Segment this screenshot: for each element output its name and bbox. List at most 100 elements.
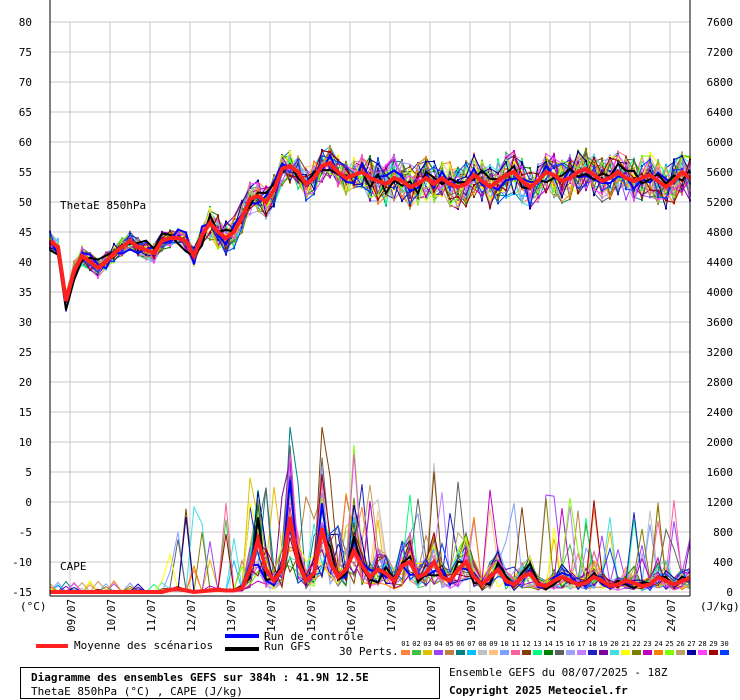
perturbation-thetae-point bbox=[457, 198, 459, 201]
perturbation-thetae-point bbox=[313, 188, 315, 191]
perturbation-thetae-point bbox=[649, 186, 651, 189]
perturbation-thetae-point bbox=[241, 208, 243, 211]
perturbation-thetae-point bbox=[553, 190, 555, 193]
perturbation-thetae-point bbox=[169, 243, 171, 246]
perturbation-thetae-point bbox=[593, 186, 595, 189]
perturbation-thetae-point bbox=[225, 220, 227, 223]
perturbation-thetae-point bbox=[249, 195, 251, 197]
perturbation-thetae-point bbox=[593, 169, 595, 172]
perturbation-thetae-point bbox=[81, 262, 83, 265]
perturbation-thetae-point bbox=[545, 168, 547, 170]
perturbation-thetae-point bbox=[513, 175, 515, 178]
pert-legend-swatch bbox=[467, 650, 476, 655]
perturbation-thetae-point bbox=[137, 237, 139, 240]
pert-legend-swatch bbox=[654, 650, 663, 655]
perturbation-thetae-point bbox=[337, 162, 339, 165]
perturbation-thetae-point bbox=[489, 180, 491, 182]
perturbation-thetae-point bbox=[569, 161, 571, 164]
perturbation-thetae-point bbox=[481, 186, 483, 189]
perturbation-thetae-point bbox=[601, 197, 603, 200]
perturbation-thetae-point bbox=[553, 182, 555, 185]
perturbation-thetae-point bbox=[121, 237, 123, 240]
pert-legend-swatch bbox=[599, 650, 608, 655]
pert-legend-number: 19 bbox=[599, 640, 608, 648]
left-tick-label: 5 bbox=[25, 466, 32, 479]
control-legend-label: Run de contrôle bbox=[264, 630, 364, 643]
pert-legend-swatch bbox=[698, 650, 707, 655]
right-tick-label: 0 bbox=[726, 586, 733, 599]
perturbation-thetae-point bbox=[289, 157, 291, 160]
pert-legend-swatch bbox=[577, 650, 586, 655]
perturbation-thetae-point bbox=[289, 174, 291, 177]
perturbation-thetae-point bbox=[433, 164, 435, 167]
perturbation-thetae-point bbox=[217, 238, 219, 241]
perturbation-thetae-point bbox=[561, 160, 563, 163]
pert-legend-item: 13 bbox=[532, 640, 543, 660]
perturbation-thetae-point bbox=[513, 161, 515, 163]
perturbation-thetae-point bbox=[561, 201, 563, 204]
perturbation-thetae-point bbox=[433, 169, 435, 172]
date-tick-label: 09/07 bbox=[65, 599, 78, 632]
perturbation-thetae-point bbox=[113, 256, 115, 259]
perturbation-thetae-point bbox=[345, 160, 347, 163]
perturbation-thetae-point bbox=[561, 176, 563, 179]
perturbation-thetae-point bbox=[505, 189, 507, 192]
perturbation-thetae-point bbox=[505, 196, 507, 199]
perturbation-thetae-point bbox=[369, 181, 371, 184]
perturbation-thetae-point bbox=[457, 175, 459, 178]
right-tick-label: 3600 bbox=[707, 316, 734, 329]
perturbation-thetae-point bbox=[161, 236, 163, 239]
perturbation-thetae-point bbox=[481, 163, 483, 166]
perturbation-thetae-point bbox=[345, 189, 347, 192]
perturbation-thetae-point bbox=[569, 185, 571, 188]
pert-legend-number: 09 bbox=[489, 640, 498, 648]
perturbation-thetae-point bbox=[489, 189, 491, 192]
perturbation-thetae-point bbox=[449, 197, 451, 200]
perturbation-thetae-point bbox=[121, 240, 123, 243]
pert-legend-number: 25 bbox=[665, 640, 674, 648]
perturbation-thetae-point bbox=[161, 245, 163, 248]
perturbation-thetae-point bbox=[153, 257, 155, 260]
pert-legend-item: 25 bbox=[664, 640, 675, 660]
pert-legend-swatch bbox=[687, 650, 696, 655]
perturbation-thetae-point bbox=[601, 196, 603, 198]
diagram-title: Diagramme des ensembles GEFS sur 384h : … bbox=[31, 671, 369, 684]
perturbation-thetae-point bbox=[561, 196, 563, 199]
perturbation-thetae-point bbox=[145, 241, 147, 244]
cape-panel-label: CAPE bbox=[60, 560, 87, 573]
perturbation-thetae-point bbox=[497, 184, 499, 187]
perturbation-thetae-point bbox=[473, 191, 475, 194]
perturbation-thetae-point bbox=[505, 191, 507, 194]
perturbation-thetae-point bbox=[633, 174, 635, 177]
perturbation-thetae-point bbox=[497, 200, 499, 203]
pert-legend-item: 23 bbox=[642, 640, 653, 660]
perturbation-thetae-point bbox=[377, 166, 379, 168]
perturbation-thetae-point bbox=[585, 147, 587, 150]
perturbation-thetae-point bbox=[665, 199, 667, 202]
perturbation-thetae-point bbox=[113, 260, 115, 263]
perturbation-thetae-point bbox=[641, 161, 643, 163]
perturbation-thetae-point bbox=[321, 154, 323, 156]
pert-legend-item: 12 bbox=[521, 640, 532, 660]
perturbation-thetae-point bbox=[417, 173, 419, 176]
perturbation-thetae-point bbox=[641, 193, 643, 196]
perturbation-thetae-point bbox=[377, 163, 379, 165]
perturbation-thetae-point bbox=[361, 156, 363, 159]
perturbation-thetae-point bbox=[113, 258, 115, 261]
perturbation-thetae-point bbox=[209, 233, 211, 236]
perturbation-thetae-point bbox=[313, 184, 315, 186]
perturbation-thetae-point bbox=[577, 192, 579, 194]
perturbation-thetae-point bbox=[337, 159, 339, 161]
perturbation-thetae-point bbox=[417, 188, 419, 191]
perturbation-thetae-point bbox=[625, 172, 627, 175]
perturbation-thetae-point bbox=[641, 165, 643, 168]
perturbation-thetae-point bbox=[529, 195, 531, 198]
perturbation-thetae-point bbox=[673, 195, 675, 198]
perturbation-thetae-point bbox=[401, 170, 403, 173]
perturbation-thetae-point bbox=[217, 217, 219, 220]
date-tick-label: 21/07 bbox=[545, 599, 558, 632]
perturbation-thetae-point bbox=[105, 252, 107, 255]
perturbation-thetae-point bbox=[641, 188, 643, 191]
perturbation-thetae-point bbox=[537, 191, 539, 193]
perturbation-thetae-point bbox=[561, 200, 563, 203]
